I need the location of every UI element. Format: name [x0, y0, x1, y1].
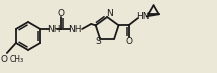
Text: N: N	[106, 9, 112, 18]
Text: O: O	[125, 37, 132, 46]
Text: CH₃: CH₃	[10, 55, 24, 64]
Text: NH: NH	[68, 25, 82, 34]
Text: O: O	[0, 55, 7, 64]
Text: O: O	[58, 8, 65, 18]
Text: NH: NH	[47, 25, 61, 34]
Text: HN: HN	[136, 12, 149, 21]
Text: S: S	[95, 37, 101, 46]
